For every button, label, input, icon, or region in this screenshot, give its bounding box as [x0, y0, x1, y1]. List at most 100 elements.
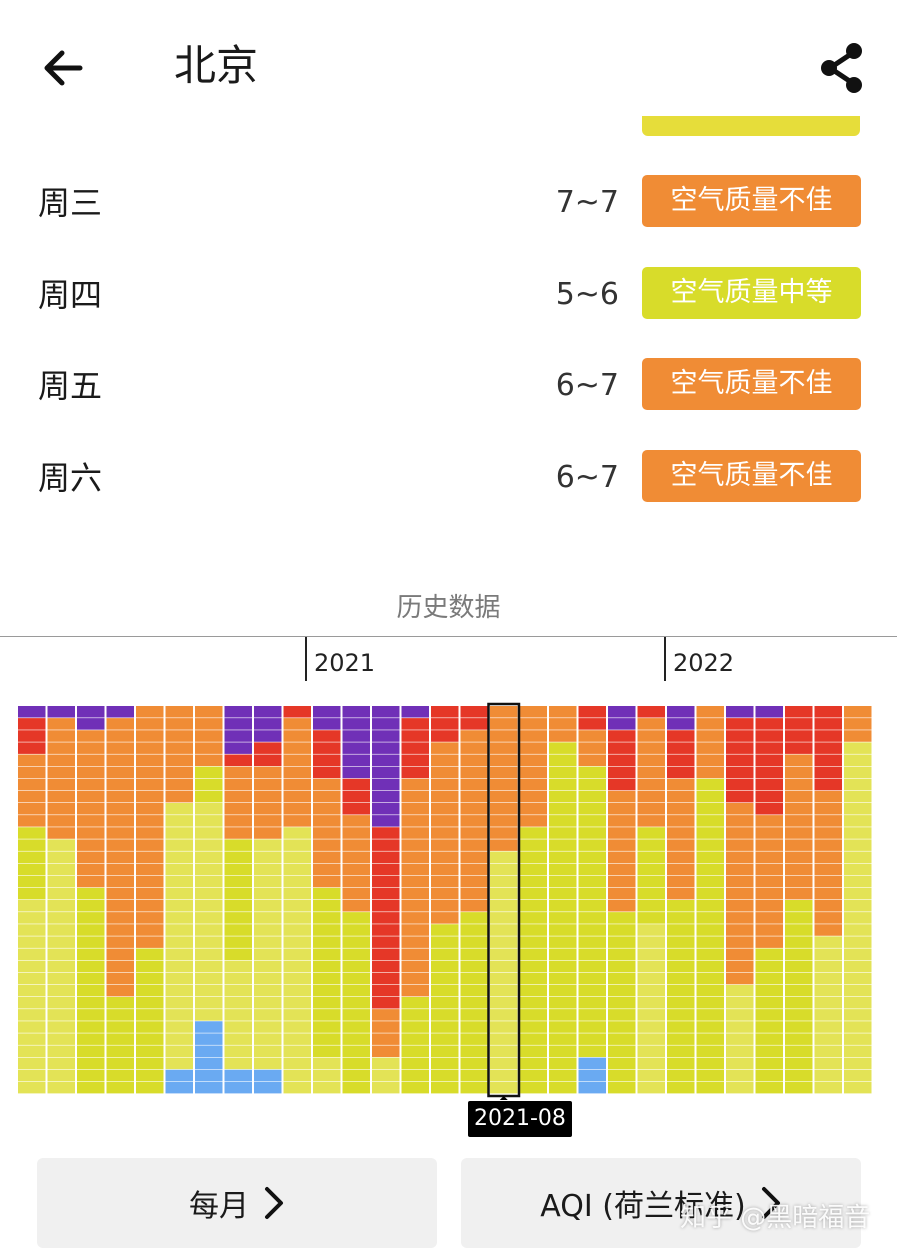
- heatmap-cell: [814, 730, 842, 742]
- heatmap-cell: [637, 839, 665, 851]
- heatmap-cell: [18, 863, 46, 876]
- heatmap-cell: [696, 839, 724, 851]
- heatmap-cell: [47, 1045, 75, 1058]
- heatmap-cell: [637, 718, 665, 730]
- heatmap-cell: [844, 815, 872, 827]
- heatmap-month-column[interactable]: [461, 706, 489, 1094]
- heatmap-cell: [667, 742, 695, 754]
- heatmap-cell: [106, 1045, 134, 1058]
- heatmap-cell: [460, 936, 488, 948]
- heatmap-month-column[interactable]: [844, 706, 872, 1094]
- heatmap-cell: [401, 948, 429, 961]
- heatmap-cell: [283, 887, 311, 900]
- heatmap-cell: [519, 1009, 547, 1021]
- heatmap-month-column[interactable]: [520, 706, 548, 1094]
- heatmap-cell: [401, 912, 429, 924]
- heatmap-cell: [47, 839, 75, 851]
- heatmap-cell: [165, 948, 193, 961]
- heatmap-month-column[interactable]: [225, 706, 253, 1094]
- heatmap-cell: [519, 827, 547, 839]
- heatmap-cell: [696, 1009, 724, 1021]
- heatmap-cell: [637, 803, 665, 815]
- heatmap-cell: [224, 875, 252, 888]
- standard-button[interactable]: AQI (荷兰标准): [461, 1158, 861, 1248]
- heatmap-cell: [283, 936, 311, 948]
- heatmap-month-column[interactable]: [136, 706, 164, 1094]
- heatmap-month-column[interactable]: [815, 706, 843, 1094]
- heatmap-cell: [224, 754, 252, 767]
- heatmap-month-column[interactable]: [579, 706, 607, 1094]
- heatmap-cell: [18, 790, 46, 803]
- heatmap-cell: [726, 766, 754, 779]
- heatmap-month-column[interactable]: [48, 706, 76, 1094]
- heatmap-cell: [814, 1057, 842, 1070]
- heatmap-cell: [106, 778, 134, 791]
- heatmap-cell: [844, 1069, 872, 1082]
- heatmap-month-column[interactable]: [284, 706, 312, 1094]
- heatmap-cell: [726, 815, 754, 827]
- share-button[interactable]: [816, 40, 870, 96]
- heatmap-month-column[interactable]: [697, 706, 725, 1094]
- heatmap-cell: [519, 730, 547, 742]
- heatmap-month-column[interactable]: [402, 706, 430, 1094]
- heatmap-cell: [696, 766, 724, 779]
- heatmap-cell: [106, 936, 134, 948]
- heatmap-cell: [696, 718, 724, 730]
- history-heatmap[interactable]: [0, 690, 897, 1100]
- heatmap-cell: [726, 1069, 754, 1082]
- heatmap-cell: [18, 972, 46, 985]
- heatmap-cell: [283, 984, 311, 997]
- heatmap-month-column[interactable]: [756, 706, 784, 1094]
- heatmap-cell: [637, 984, 665, 997]
- heatmap-cell: [254, 960, 282, 973]
- heatmap-cell: [755, 754, 783, 767]
- heatmap-cell: [136, 972, 164, 985]
- heatmap-cell: [47, 754, 75, 767]
- heatmap-cell: [401, 984, 429, 997]
- heatmap-cell: [667, 1021, 695, 1033]
- heatmap-cell: [136, 718, 164, 730]
- heatmap-month-column[interactable]: [195, 706, 223, 1094]
- heatmap-month-column[interactable]: [372, 706, 400, 1094]
- heatmap-month-column[interactable]: [608, 706, 636, 1094]
- heatmap-cell: [47, 863, 75, 876]
- heatmap-month-column[interactable]: [431, 706, 459, 1094]
- heatmap-cell: [637, 936, 665, 948]
- heatmap-month-column[interactable]: [313, 706, 341, 1094]
- heatmap-month-column[interactable]: [18, 706, 46, 1094]
- heatmap-cell: [608, 1069, 636, 1082]
- period-button[interactable]: 每月: [37, 1158, 437, 1248]
- heatmap-cell: [519, 1045, 547, 1058]
- heatmap-month-column[interactable]: [254, 706, 282, 1094]
- heatmap-cell: [431, 790, 459, 803]
- heatmap-month-column[interactable]: [726, 706, 754, 1094]
- heatmap-cell: [667, 1033, 695, 1045]
- heatmap-cell: [106, 1033, 134, 1045]
- heatmap-month-column[interactable]: [549, 706, 577, 1094]
- heatmap-month-column[interactable]: [77, 706, 105, 1094]
- heatmap-cell: [578, 851, 606, 864]
- heatmap-month-column[interactable]: [166, 706, 194, 1094]
- heatmap-cell: [814, 875, 842, 888]
- heatmap-month-column[interactable]: [107, 706, 135, 1094]
- heatmap-month-column[interactable]: [343, 706, 371, 1094]
- back-button[interactable]: [36, 42, 92, 94]
- heatmap-cell: [755, 766, 783, 779]
- heatmap-cell: [519, 790, 547, 803]
- heatmap-month-column[interactable]: [638, 706, 666, 1094]
- heatmap-cell: [755, 1009, 783, 1021]
- heatmap-cell: [254, 1045, 282, 1058]
- heatmap-cell: [372, 960, 400, 973]
- heatmap-month-column[interactable]: [490, 706, 518, 1094]
- heatmap-cell: [755, 1069, 783, 1082]
- heatmap-cell: [578, 912, 606, 924]
- heatmap-cell: [431, 815, 459, 827]
- heatmap-month-column[interactable]: [667, 706, 695, 1094]
- heatmap-cell: [254, 730, 282, 742]
- heatmap-cell: [313, 827, 341, 839]
- heatmap-cell: [77, 936, 105, 948]
- heatmap-cell: [549, 790, 577, 803]
- heatmap-cell: [519, 948, 547, 961]
- heatmap-cell: [283, 754, 311, 767]
- heatmap-month-column[interactable]: [785, 706, 813, 1094]
